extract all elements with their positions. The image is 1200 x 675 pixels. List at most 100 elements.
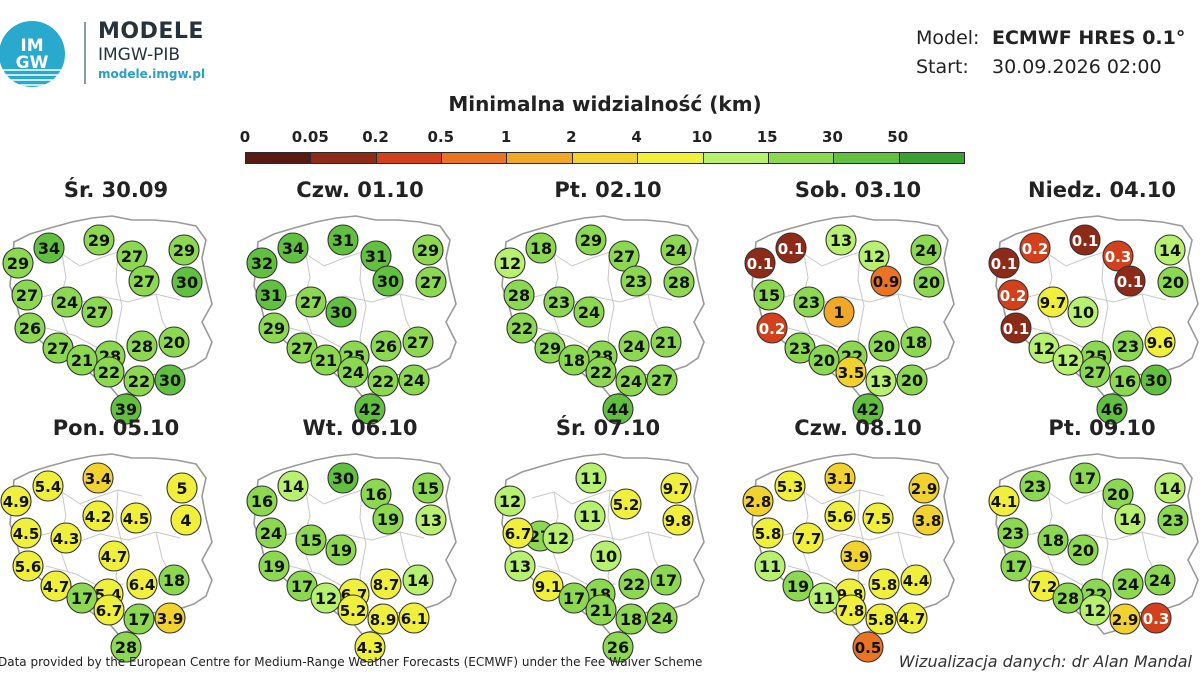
station-value: 5.6 xyxy=(15,558,42,576)
station-circle xyxy=(337,594,369,626)
station-circle xyxy=(360,240,392,272)
station-marker: 13 xyxy=(865,365,897,397)
station-circle xyxy=(11,279,43,311)
station-value: 4.9 xyxy=(3,493,30,511)
station-marker: 34 xyxy=(33,232,65,264)
station-circle xyxy=(2,247,34,279)
station-circle xyxy=(1140,602,1172,634)
station-circle xyxy=(525,232,557,264)
start-row: Start: 30.09.2026 02:00 xyxy=(916,53,1185,82)
day-panel: Pt. 02.101218292724282324232822292824211… xyxy=(492,178,724,425)
station-circle xyxy=(840,540,872,572)
station-circle xyxy=(1037,524,1069,556)
legend-swatch xyxy=(899,153,964,163)
station-marker: 4.9 xyxy=(0,485,32,517)
legend-tick-label: 0.5 xyxy=(427,128,455,146)
station-marker: 22 xyxy=(93,356,125,388)
station-circle xyxy=(1069,462,1101,494)
station-marker: 5.8 xyxy=(752,517,784,549)
station-marker: 8.7 xyxy=(370,568,402,600)
station-marker: 27 xyxy=(646,364,678,396)
station-marker: 29 xyxy=(258,312,290,344)
station-value: 44 xyxy=(607,400,629,419)
station-circle xyxy=(602,631,634,663)
station-circle xyxy=(158,564,190,596)
station-circle xyxy=(93,594,125,626)
station-marker: 22 xyxy=(506,312,538,344)
station-marker: 29 xyxy=(575,224,607,256)
poland-visibility-map: 0.10.1131224152310.9200.223222018203.513… xyxy=(744,215,955,425)
station-circle xyxy=(295,524,327,556)
station-circle xyxy=(370,568,402,600)
legend-tick-label: 10 xyxy=(691,128,713,146)
station-circle xyxy=(835,356,867,388)
station-circle xyxy=(662,504,694,536)
station-value: 0.1 xyxy=(1117,273,1144,291)
station-value: 0.2 xyxy=(1022,240,1049,258)
station-circle xyxy=(415,504,447,536)
station-circle xyxy=(120,502,152,534)
station-value: 6.7 xyxy=(96,602,123,620)
station-marker: 31 xyxy=(327,224,359,256)
station-circle xyxy=(852,393,884,425)
station-circle xyxy=(82,500,114,532)
station-marker: 9.6 xyxy=(1144,326,1176,358)
day-panel: Czw. 08.10 2.8 5.3 3.1 2.9 7.5 5.6 3.8 5.8 7.7 3.9… xyxy=(742,416,974,663)
station-marker: 39 xyxy=(110,393,142,425)
station-value: 4.3 xyxy=(357,639,384,657)
day-panel: Śr. 30.092934292729272427273026272828202… xyxy=(0,178,232,425)
station-circle xyxy=(372,503,404,535)
station-circle xyxy=(310,344,342,376)
station-marker: 30 xyxy=(327,462,359,494)
station-circle xyxy=(246,485,278,517)
station-value: 27 xyxy=(300,293,322,312)
station-value: 23 xyxy=(1162,511,1184,530)
station-circle xyxy=(14,312,46,344)
station-circle xyxy=(896,602,928,634)
station-circle xyxy=(868,568,900,600)
station-value: 5.4 xyxy=(35,478,62,496)
station-value: 27 xyxy=(86,303,108,322)
station-marker: 19 xyxy=(782,570,814,602)
station-marker: 24 xyxy=(573,296,605,328)
day-panel: Czw. 01.10323431312931273030272927252627… xyxy=(244,178,476,425)
station-value: 27 xyxy=(47,339,69,358)
model-row: Model: ECMWF HRES 0.1° xyxy=(916,24,1185,53)
station-circle xyxy=(542,522,574,554)
day-title: Śr. 07.10 xyxy=(555,416,661,440)
visualization-credit: Wizualizacja danych: dr Alan Mandal xyxy=(898,652,1192,671)
station-marker: 1 xyxy=(823,296,855,328)
station-marker: 22 xyxy=(367,365,399,397)
station-marker: 0.1 xyxy=(1000,312,1032,344)
station-marker: 9.7 xyxy=(660,472,692,504)
station-marker: 20 xyxy=(868,330,900,362)
station-circle xyxy=(277,232,309,264)
brand-url[interactable]: modele.imgw.pl xyxy=(98,67,206,81)
station-circle xyxy=(824,462,856,494)
station-marker: 24 xyxy=(646,602,678,634)
station-value: 3.1 xyxy=(827,470,854,488)
svg-text:GW: GW xyxy=(16,53,49,73)
station-value: 14 xyxy=(1119,510,1141,529)
station-marker: 5.6 xyxy=(824,500,856,532)
station-circle xyxy=(12,550,44,582)
station-circle xyxy=(154,602,186,634)
station-circle xyxy=(337,356,369,388)
station-circle xyxy=(574,500,606,532)
station-value: 19 xyxy=(787,577,809,596)
day-panel: Śr. 07.1012119.75.227119.86.71210139.118… xyxy=(492,416,724,663)
station-value: 14 xyxy=(407,571,429,590)
station-value: 27 xyxy=(613,247,635,266)
station-marker: 23 xyxy=(620,265,652,297)
station-value: 12 xyxy=(863,247,885,266)
station-marker: 17 xyxy=(650,564,682,596)
poland-visibility-map: 0.10.20.10.3140.29.7100.1200.11225239.61… xyxy=(988,215,1199,425)
station-circle xyxy=(325,296,357,328)
station-marker: 19 xyxy=(372,503,404,535)
model-value: ECMWF HRES 0.1° xyxy=(992,27,1186,49)
station-marker: 18 xyxy=(1037,524,1069,556)
station-value: 23 xyxy=(789,339,811,358)
station-value: 17 xyxy=(291,577,313,596)
station-value: 13 xyxy=(420,511,442,530)
station-circle xyxy=(255,279,287,311)
